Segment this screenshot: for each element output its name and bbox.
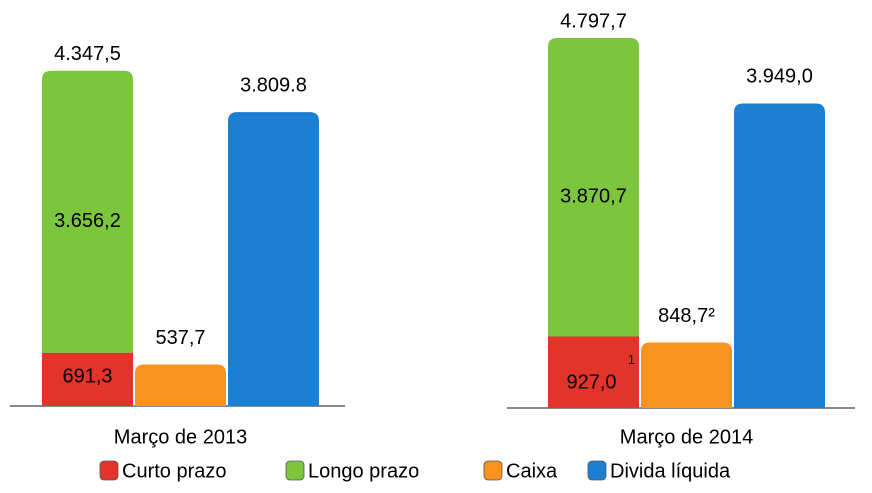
legend-label: Divida líquida xyxy=(610,460,731,482)
bar xyxy=(42,352,133,406)
bar xyxy=(734,103,825,408)
data-label: 3.949,0 xyxy=(746,66,813,88)
data-label: 537,7 xyxy=(155,327,205,349)
total-label: 4.797,7 xyxy=(560,10,627,32)
x-tick-label: Março de 2014 xyxy=(620,426,753,448)
bar xyxy=(42,70,133,353)
bar xyxy=(135,364,226,406)
data-label: 927,0 xyxy=(566,371,616,393)
legend-swatch xyxy=(483,460,503,481)
bar xyxy=(548,38,639,337)
bar xyxy=(548,336,639,408)
bar xyxy=(641,342,732,408)
x-tick-label: Março de 2013 xyxy=(114,426,247,448)
legend-swatch xyxy=(99,460,119,481)
legend-label: Longo prazo xyxy=(308,460,419,482)
legend-swatch xyxy=(285,460,305,481)
total-label: 4.347,5 xyxy=(54,43,121,65)
data-label: 848,7² xyxy=(658,305,715,327)
legend-swatch xyxy=(587,460,607,481)
bar xyxy=(228,112,319,406)
data-label: 691,3 xyxy=(62,366,112,388)
data-label: 3.870,7 xyxy=(560,186,627,208)
legend-label: Caixa xyxy=(506,460,558,482)
legend-label: Curto prazo xyxy=(122,460,227,482)
data-label: 3.656,2 xyxy=(54,210,121,232)
annotation: 1 xyxy=(628,352,635,367)
data-label: 3.809.8 xyxy=(240,74,307,96)
